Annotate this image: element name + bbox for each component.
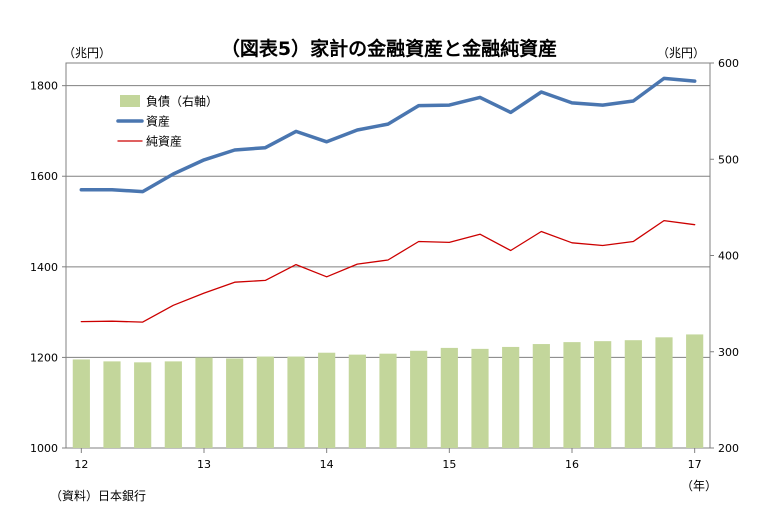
bar-liabilities	[164, 361, 182, 448]
left-tick-label: 1400	[30, 261, 58, 274]
right-tick-label: 200	[718, 442, 739, 455]
x-tick-label: 14	[320, 458, 334, 471]
right-tick-label: 600	[718, 57, 739, 70]
bar-liabilities	[195, 357, 213, 448]
x-tick-label: 17	[688, 458, 702, 471]
left-axis-unit: （兆円）	[63, 46, 112, 60]
left-tick-label: 1800	[30, 80, 58, 93]
bar-liabilities	[287, 356, 305, 448]
bar-liabilities	[226, 358, 244, 448]
bar-liabilities	[594, 341, 612, 448]
bar-liabilities	[471, 348, 489, 448]
x-tick-label: 12	[74, 458, 88, 471]
left-tick-label: 1600	[30, 170, 58, 183]
bar-liabilities	[655, 337, 673, 448]
legend-label: 純資産	[146, 134, 182, 149]
bar-liabilities	[348, 354, 366, 448]
legend-label: 資産	[146, 114, 170, 129]
x-tick-label: 13	[197, 458, 211, 471]
left-tick-label: 1200	[30, 351, 58, 364]
bar-liabilities	[502, 346, 520, 448]
bar-liabilities	[624, 340, 642, 448]
x-tick-label: 16	[565, 458, 579, 471]
left-tick-label: 1000	[30, 442, 58, 455]
right-tick-label: 500	[718, 153, 739, 166]
bar-liabilities	[532, 344, 550, 448]
line-assets	[79, 76, 697, 194]
bar-liabilities	[440, 347, 458, 448]
bar-liabilities	[134, 362, 152, 448]
right-axis-unit: （兆円）	[657, 46, 706, 60]
bar-liabilities	[686, 334, 704, 448]
bar-liabilities	[410, 350, 428, 448]
bar-liabilities	[318, 352, 336, 448]
right-tick-label: 400	[718, 250, 739, 263]
line-net-assets	[80, 219, 696, 323]
legend-swatch-liabilities	[120, 95, 140, 107]
bar-liabilities	[72, 359, 90, 448]
bar-liabilities	[379, 353, 397, 448]
chart-title: （図表5）家計の金融資産と金融純資産	[220, 38, 558, 60]
x-tick-label: 15	[442, 458, 456, 471]
bar-liabilities	[256, 356, 274, 448]
bar-liabilities	[563, 342, 581, 448]
source-note: （資料）日本銀行	[50, 489, 147, 503]
bar-liabilities	[103, 361, 121, 448]
right-tick-label: 300	[718, 346, 739, 359]
legend-label: 負債（右軸）	[146, 94, 218, 109]
x-axis-unit: （年）	[681, 479, 718, 493]
